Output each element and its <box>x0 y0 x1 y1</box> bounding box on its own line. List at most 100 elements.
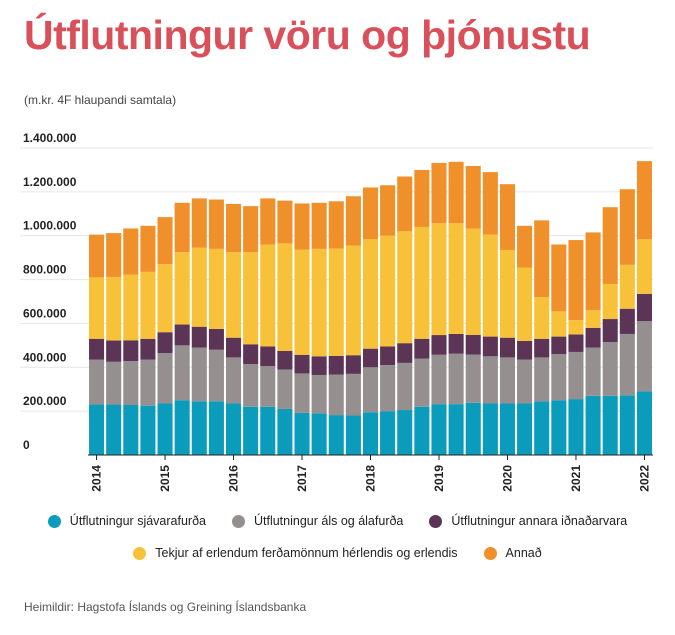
bar-segment-3 <box>191 247 207 327</box>
bar-segment-3 <box>482 234 498 337</box>
bar-segment-1 <box>225 357 242 404</box>
bar-segment-4 <box>277 200 293 244</box>
bar-segment-4 <box>123 228 139 275</box>
bar-segment-2 <box>260 346 276 367</box>
legend-item-annad: Annað <box>483 546 542 560</box>
bar-segment-2 <box>140 338 156 360</box>
bar-segment-1 <box>208 349 224 402</box>
legend-item-sjavarafurda: Útflutningur sjávarafurða <box>47 514 206 528</box>
y-tick-label: 1.000.000 <box>23 219 77 233</box>
bar-segment-2 <box>482 336 498 357</box>
bar-segment-0 <box>191 401 207 455</box>
bar-segment-4 <box>517 225 533 268</box>
bar-segment-0 <box>345 415 361 455</box>
bar-segment-0 <box>619 395 635 455</box>
bar-segment-2 <box>414 338 430 359</box>
legend-label-tekjur: Tekjur af erlendum ferðamönnum hérlendis… <box>155 546 458 560</box>
axes: 0 200.000 400.000 600.000 800.000 1.000.000 1.… <box>23 131 653 492</box>
bar-segment-2 <box>311 356 327 375</box>
bar-segment-0 <box>362 412 379 455</box>
legend-swatch-annara <box>429 514 443 528</box>
bar-segment-1 <box>585 347 601 396</box>
bar-segment-3 <box>106 276 122 341</box>
bar-segment-3 <box>140 271 156 339</box>
bar-segment-4 <box>499 184 516 250</box>
bar-segment-2 <box>380 346 396 366</box>
bar-segment-2 <box>568 334 584 352</box>
bar-segment-1 <box>106 361 122 405</box>
legend-swatch-als <box>231 514 245 528</box>
bar-segment-1 <box>431 354 447 405</box>
bar-segment-0 <box>380 411 396 455</box>
bar-segment-1 <box>448 353 464 405</box>
bar-segment-4 <box>482 172 498 235</box>
bar-segment-4 <box>619 189 635 265</box>
legend-swatch-tekjur <box>133 546 147 560</box>
legend-row-2: Tekjur af erlendum ferðamönnum hérlendis… <box>0 542 675 564</box>
bar-segment-0 <box>482 403 498 455</box>
x-tick-label: 2016 <box>227 465 241 492</box>
bar-segment-2 <box>517 340 533 360</box>
bar-segment-2 <box>636 293 652 322</box>
bar-segment-0 <box>294 412 310 455</box>
bar-segment-3 <box>157 264 173 333</box>
bar-segment-2 <box>602 319 618 343</box>
bar-segment-2 <box>225 337 242 358</box>
y-tick-label: 200.000 <box>23 394 67 408</box>
x-tick-label: 2017 <box>295 465 309 492</box>
bar-segment-4 <box>602 207 618 284</box>
bar-segment-4 <box>585 232 601 311</box>
legend-label-annara: Útflutningur annara iðnaðarvara <box>451 514 628 528</box>
bar-segment-2 <box>534 338 550 358</box>
bar-segment-1 <box>294 373 310 413</box>
bar-segment-4 <box>260 198 276 245</box>
bar-segment-1 <box>174 345 190 401</box>
y-tick-label: 800.000 <box>23 263 67 277</box>
bar-segment-4 <box>362 187 379 240</box>
bar-segment-2 <box>123 340 139 362</box>
bar-segment-1 <box>499 357 516 404</box>
bar-segment-4 <box>380 185 396 236</box>
bar-segment-4 <box>534 220 550 298</box>
bar-segment-4 <box>636 161 652 240</box>
bar-segment-3 <box>362 239 379 349</box>
bar-segment-1 <box>243 363 259 407</box>
bar-segment-2 <box>191 326 207 348</box>
bar-segment-1 <box>482 356 498 404</box>
bar-segment-0 <box>465 402 481 455</box>
bar-segment-0 <box>311 413 327 455</box>
chart-title: Útflutningur vöru og þjónustu <box>24 12 591 58</box>
source-note: Heimildir: Hagstofa Íslands og Greining … <box>24 600 307 614</box>
legend: Útflutningur sjávarafurða Útflutningur á… <box>0 510 675 574</box>
bar-segment-1 <box>140 359 156 406</box>
bar-segment-3 <box>294 249 310 355</box>
bar-segment-0 <box>431 404 447 455</box>
bar-segment-3 <box>397 231 413 344</box>
legend-item-als: Útflutningur áls og álafurða <box>231 514 403 528</box>
bar-segment-2 <box>174 324 190 346</box>
legend-swatch-sjavarafurda <box>47 514 61 528</box>
bar-segment-3 <box>551 311 567 337</box>
x-tick-label: 2020 <box>500 465 514 492</box>
bar-segment-3 <box>260 244 276 347</box>
bar-segment-4 <box>397 176 413 232</box>
x-tick-label: 2018 <box>364 465 378 492</box>
bar-segment-0 <box>517 403 533 455</box>
bar-segment-4 <box>191 198 207 248</box>
bar-segment-0 <box>106 404 122 455</box>
x-tick-label: 2021 <box>569 465 583 492</box>
bar-segment-4 <box>551 244 567 312</box>
bar-segment-0 <box>123 405 139 455</box>
bar-segment-3 <box>465 228 481 335</box>
bar-segment-1 <box>311 374 327 414</box>
legend-swatch-annad <box>483 546 497 560</box>
bar-segment-1 <box>551 354 567 401</box>
bar-segment-4 <box>157 217 173 265</box>
x-tick-label: 2015 <box>158 465 172 492</box>
bar-segment-0 <box>636 391 652 455</box>
bar-segment-0 <box>277 408 293 455</box>
bar-segment-4 <box>465 165 481 229</box>
bar-segment-4 <box>311 202 327 249</box>
bar-segment-0 <box>328 415 344 455</box>
bar-segment-3 <box>602 283 618 320</box>
